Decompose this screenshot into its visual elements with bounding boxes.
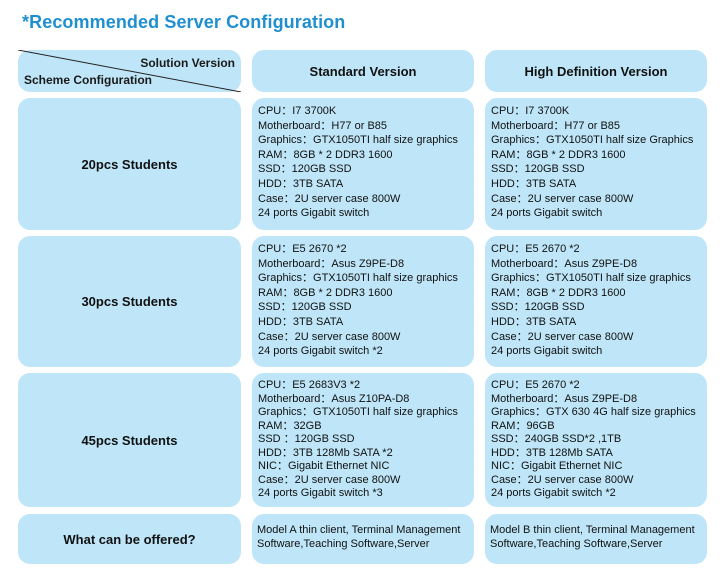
spec-line: Case：2U server case 800W — [491, 473, 634, 486]
spec-line: Case：2U server case 800W — [491, 330, 634, 343]
spec-line: NIC：Gigabit Ethernet NIC — [491, 460, 623, 472]
spec-line: 24 ports Gigabit switch *2 — [491, 487, 616, 499]
spec-line: 24 ports Gigabit switch — [491, 345, 603, 358]
spec-cell-20pcs-hd: CPU：I7 3700K Motherboard：H77 or B85 Grap… — [485, 98, 707, 230]
spec-line: Motherboard：H77 or B85 — [491, 119, 621, 132]
spec-line: HDD：3TB 128Mb SATA *2 — [258, 446, 393, 459]
spec-line: SSD：240GB SSD*2 ,1TB — [491, 433, 622, 445]
spec-line: CPU：E5 2670 *2 — [491, 379, 580, 391]
row-label-30pcs: 30pcs Students — [18, 236, 241, 367]
spec-line: CPU：I7 3700K — [258, 105, 337, 117]
spec-line: HDD：3TB 128Mb SATA — [491, 446, 613, 459]
header-hd-version: High Definition Version — [485, 50, 707, 92]
spec-cell-45pcs-standard: CPU：E5 2683V3 *2 Motherboard：Asus Z10PA-… — [252, 373, 474, 507]
spec-line: Case：2U server case 800W — [491, 192, 634, 205]
spec-cell-45pcs-hd: CPU：E5 2670 *2 Motherboard：Asus Z9PE-D8 … — [485, 373, 707, 507]
spec-line: CPU：E5 2670 *2 — [258, 243, 347, 255]
solution-version-label: Solution Version — [140, 56, 235, 70]
spec-line: CPU：I7 3700K — [491, 105, 570, 117]
spec-line: RAM：8GB * 2 DDR3 1600 — [491, 286, 626, 299]
spec-line: Motherboard：Asus Z9PE-D8 — [491, 392, 638, 405]
spec-line: SSD：120GB SSD — [258, 163, 352, 176]
row-label-offer: What can be offered? — [18, 514, 241, 564]
spec-line: NIC：Gigabit Ethernet NIC — [258, 460, 390, 472]
spec-line: RAM：8GB * 2 DDR3 1600 — [258, 148, 393, 161]
spec-line: RAM：96GB — [491, 419, 555, 432]
spec-line: Graphics：GTX1050TI half size Graphics — [491, 134, 694, 147]
spec-line: 24 ports Gigabit switch — [258, 207, 370, 220]
row-label-20pcs: 20pcs Students — [18, 98, 241, 230]
spec-line: Motherboard：Asus Z9PE-D8 — [258, 257, 405, 270]
spec-cell-30pcs-hd: CPU：E5 2670 *2 Motherboard：Asus Z9PE-D8 … — [485, 236, 707, 367]
spec-line: Graphics：GTX1050TI half size graphics — [258, 272, 458, 285]
diagonal-divider — [18, 50, 241, 92]
spec-line: SSD：120GB SSD — [491, 301, 585, 314]
spec-line: Graphics：GTX1050TI half size graphics — [491, 272, 691, 285]
header-standard-version: Standard Version — [252, 50, 474, 92]
spec-line: Graphics：GTX1050TI half size graphics — [258, 406, 458, 418]
spec-cell-20pcs-standard: CPU：I7 3700K Motherboard：H77 or B85 Grap… — [252, 98, 474, 230]
spec-line: HDD：3TB SATA — [491, 177, 577, 190]
header-corner-cell: Solution Version Scheme Configuration — [18, 50, 241, 92]
spec-cell-30pcs-standard: CPU：E5 2670 *2 Motherboard：Asus Z9PE-D8 … — [252, 236, 474, 367]
spec-line: Case：2U server case 800W — [258, 192, 401, 205]
page-title: *Recommended Server Configuration — [22, 12, 346, 32]
spec-line: 24 ports Gigabit switch — [491, 207, 603, 220]
spec-line: SSD：120GB SSD — [258, 301, 352, 314]
spec-line: CPU：E5 2683V3 *2 — [258, 379, 361, 391]
spec-line: RAM：8GB * 2 DDR3 1600 — [258, 286, 393, 299]
row-label-45pcs: 45pcs Students — [18, 373, 241, 507]
spec-line: SSD ：120GB SSD — [258, 433, 355, 445]
spec-line: 24 ports Gigabit switch *3 — [258, 487, 383, 499]
spec-line: Motherboard：Asus Z9PE-D8 — [491, 257, 638, 270]
spec-line: 24 ports Gigabit switch *2 — [258, 345, 383, 358]
spec-line: HDD：3TB SATA — [491, 315, 577, 328]
spec-line: CPU：E5 2670 *2 — [491, 243, 580, 255]
spec-line: Case：2U server case 800W — [258, 473, 401, 486]
spec-line: RAM：32GB — [258, 419, 322, 432]
spec-line: SSD：120GB SSD — [491, 163, 585, 176]
offer-cell-standard: Model A thin client, Terminal Management… — [252, 514, 474, 564]
spec-line: Motherboard：Asus Z10PA-D8 — [258, 392, 410, 405]
spec-line: Case：2U server case 800W — [258, 330, 401, 343]
spec-line: HDD：3TB SATA — [258, 177, 344, 190]
offer-cell-hd: Model B thin client, Terminal Management… — [485, 514, 707, 564]
spec-line: Motherboard：H77 or B85 — [258, 119, 388, 132]
scheme-configuration-label: Scheme Configuration — [24, 73, 153, 87]
spec-line: RAM：8GB * 2 DDR3 1600 — [491, 148, 626, 161]
spec-line: Graphics：GTX 630 4G half size graphics — [491, 406, 696, 418]
spec-line: Graphics：GTX1050TI half size graphics — [258, 134, 458, 147]
spec-line: HDD：3TB SATA — [258, 315, 344, 328]
